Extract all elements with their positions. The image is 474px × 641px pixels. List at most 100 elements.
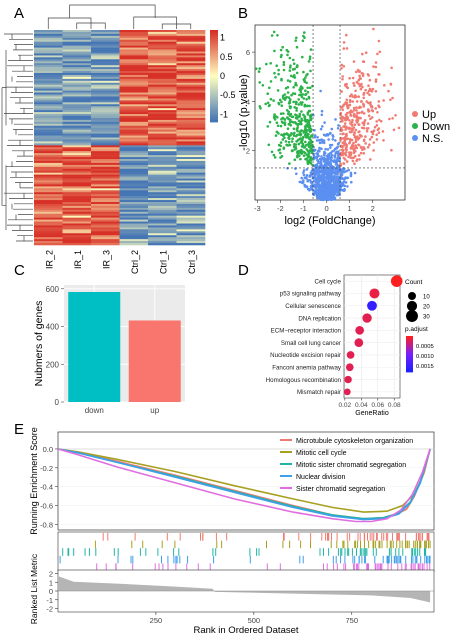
heatmap-cell [62, 78, 92, 82]
colorbar-step [210, 43, 218, 47]
heatmap-cell [91, 73, 120, 76]
volcano-point-up [355, 146, 359, 150]
heatmap-cell [34, 190, 63, 193]
volcano-point-ns [324, 172, 327, 176]
heatmap-cell [34, 30, 63, 33]
heatmap-cell [119, 219, 149, 222]
heatmap-cell [91, 76, 120, 80]
heatmap-cell [119, 74, 149, 78]
volcano-point-down [309, 148, 312, 152]
volcano-point-ns [318, 147, 322, 150]
volcano-point-down [294, 100, 298, 104]
es-legend-label: Mitotic cell cycle [296, 450, 347, 457]
volcano-point-up [362, 102, 365, 106]
volcano-point-down [303, 117, 307, 121]
heatmap-cell [91, 184, 120, 187]
volcano-point-down [309, 129, 313, 133]
volcano-point-down [289, 98, 292, 101]
volcano-point-ns [317, 181, 320, 184]
colorbar-step [210, 73, 218, 77]
volcano-points [254, 27, 401, 202]
heatmap-cell [91, 78, 120, 82]
volcano-point-down [294, 145, 298, 149]
volcano-point-up [382, 99, 385, 102]
volcano-point-up [368, 138, 372, 141]
heatmap-cell [34, 209, 63, 213]
volcano-point-ns [313, 189, 317, 193]
volcano-point-up [390, 66, 393, 70]
heatmap-cell [119, 96, 149, 99]
volcano-point-down [310, 158, 314, 161]
volcano-point-ns [321, 138, 324, 142]
volcano-point-up [344, 118, 347, 122]
dot-term-point [345, 363, 354, 372]
volcano-point-ns [329, 146, 332, 149]
heatmap-cell [34, 67, 63, 70]
volcano-point-up [351, 76, 355, 80]
heatmap-cell [91, 129, 120, 132]
volcano-point-up [364, 142, 367, 145]
volcano-point-up [348, 77, 351, 80]
heatmap-cell [34, 168, 63, 172]
volcano-point-up [377, 127, 381, 130]
heatmap-cell [91, 168, 120, 172]
heatmap-cell [91, 71, 120, 74]
volcano-point-ns [334, 118, 337, 121]
volcano-point-ns [339, 183, 342, 187]
heatmap-cell [148, 125, 177, 129]
volcano-point-ns [318, 184, 321, 187]
heatmap-cell [91, 207, 120, 211]
heatmap-cell [62, 104, 92, 107]
volcano-point-down [310, 151, 314, 154]
heatmap-cell [148, 135, 177, 138]
volcano-point-up [390, 148, 393, 152]
volcano-point-up [367, 101, 370, 105]
heatmap-cell [91, 57, 120, 60]
volcano-point-ns [328, 152, 332, 155]
volcano-point-up [351, 118, 354, 122]
colorbar-step [210, 57, 218, 61]
colorbar-step [210, 108, 218, 111]
volcano-point-up [348, 141, 352, 144]
volcano-point-down [310, 140, 314, 144]
volcano-point-down [303, 115, 307, 118]
heatmap-cell [176, 182, 206, 185]
volcano-point-ns [346, 185, 349, 188]
legend-marker-ns [412, 135, 418, 141]
heatmap-cell [119, 61, 149, 64]
volcano-point-down [304, 131, 308, 135]
volcano-point-up [345, 47, 349, 50]
volcano-point-ns [315, 139, 319, 142]
volcano-point-down [302, 97, 306, 100]
volcano-point-ns [311, 175, 315, 179]
volcano-point-up [362, 112, 366, 115]
heatmap-cell [119, 80, 149, 84]
volcano-point-up [348, 130, 352, 134]
heatmap-cell [91, 86, 120, 89]
heatmap-cell [34, 121, 63, 125]
volcano-point-down [304, 89, 307, 92]
heatmap-cell [119, 200, 149, 203]
volcano-point-down [308, 86, 312, 90]
heatmap-cell [62, 51, 92, 54]
count-legend-label: 30 [423, 314, 430, 320]
volcano-point-down [294, 113, 297, 116]
volcano-point-ns [337, 188, 340, 192]
heatmap-cell [176, 43, 206, 46]
heatmap-cell [119, 33, 149, 37]
heatmap-cell [91, 121, 120, 125]
volcano-point-ns [320, 155, 323, 158]
heatmap-cell [148, 190, 177, 193]
heatmap-cell [34, 203, 63, 207]
volcano-point-down [305, 157, 308, 161]
volcano-point-up [340, 63, 344, 67]
volcano-point-up [361, 52, 364, 56]
heatmap-cell [34, 86, 63, 89]
heatmap-cell [91, 100, 120, 103]
volcano-point-down [289, 74, 293, 78]
heatmap-cell [62, 123, 92, 127]
volcano-point-down [304, 93, 307, 96]
heatmap-cell [62, 133, 92, 136]
volcano-point-up [369, 158, 372, 161]
heatmap-cell [148, 55, 177, 58]
